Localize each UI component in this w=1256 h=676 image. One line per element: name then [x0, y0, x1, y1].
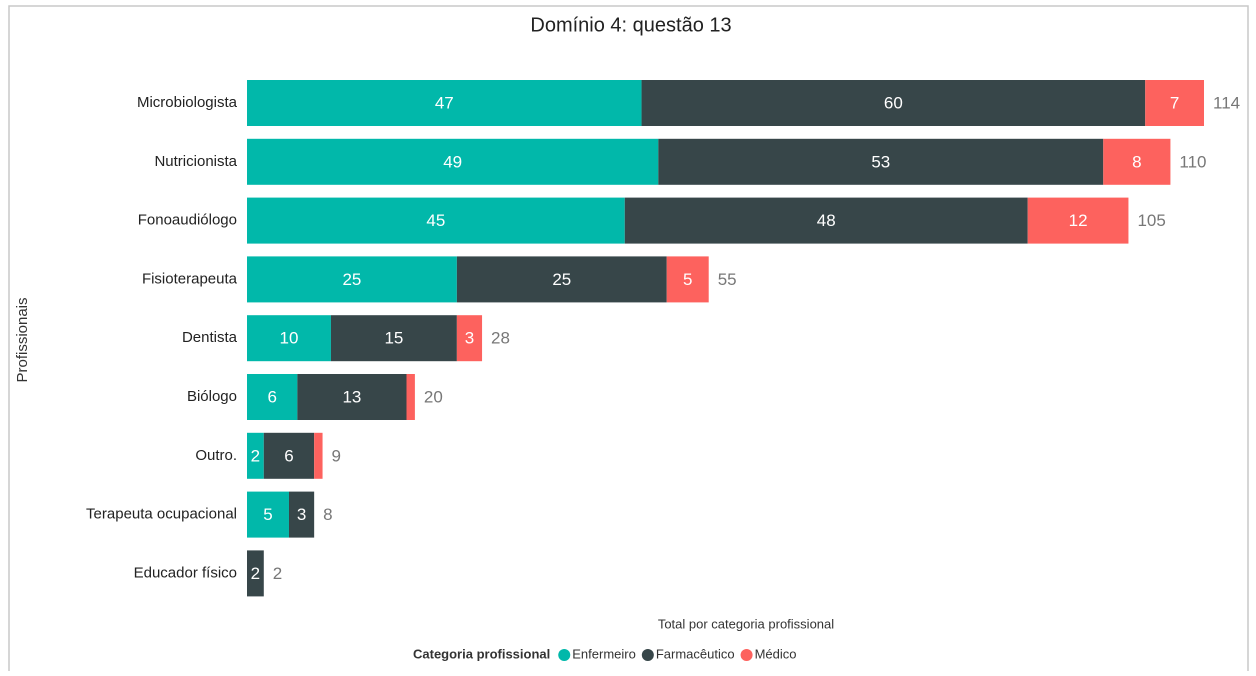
data-label: 49 [443, 152, 462, 171]
bar-segment [247, 491, 289, 538]
data-label: 45 [426, 211, 445, 230]
y-tick-label: Fisioterapeuta [142, 270, 238, 287]
bar-segment [247, 315, 331, 362]
bar-segment [314, 432, 323, 479]
bar-segment [1145, 80, 1204, 126]
data-label: 7 [1170, 93, 1179, 112]
data-label: 2 [251, 446, 260, 465]
y-tick-label: Educador físico [134, 564, 237, 581]
chart-title: Domínio 4: questão 13 [530, 14, 731, 36]
y-tick-label: Outro. [195, 447, 237, 464]
data-label: 3 [297, 505, 306, 524]
data-label: 53 [871, 152, 890, 171]
bar-segment [641, 80, 1146, 126]
legend-title: Categoria profissional [413, 646, 550, 661]
bar-segment [247, 80, 642, 126]
bar-segment [247, 374, 298, 420]
data-label: 25 [552, 270, 571, 289]
frame [8, 5, 1249, 676]
legend-swatch [740, 649, 753, 661]
data-label: 2 [251, 564, 260, 583]
bar-segment [288, 491, 315, 538]
data-label: 5 [683, 270, 692, 289]
bar-segment [247, 197, 625, 244]
bar-segment [658, 138, 1104, 185]
y-axis-title: Profissionais [14, 297, 31, 382]
legend-swatch [558, 649, 571, 661]
total-label: 110 [1179, 152, 1206, 171]
legend-swatch [641, 649, 654, 661]
bar-segment [456, 315, 483, 362]
total-label: 105 [1137, 211, 1165, 230]
bar-segment [666, 256, 709, 303]
total-label: 28 [491, 329, 510, 348]
total-label: 9 [332, 446, 341, 465]
total-label: 114 [1213, 93, 1240, 112]
x-axis-title: Total por categoria profissional [658, 616, 834, 631]
data-label: 15 [384, 329, 403, 348]
legend-label: Farmacêutico [656, 646, 735, 661]
data-label: 6 [284, 446, 293, 465]
legend-label: Médico [755, 646, 797, 661]
total-label: 20 [424, 387, 443, 406]
bar-segment [1103, 138, 1171, 185]
data-label: 5 [263, 505, 272, 524]
y-tick-label: Fonoaudiólogo [138, 212, 237, 229]
total-label: 8 [323, 505, 332, 524]
data-label: 13 [342, 387, 361, 406]
data-label: 48 [817, 211, 836, 230]
bar-segment [406, 374, 415, 420]
bar-segment [247, 550, 264, 597]
bar-segment [624, 197, 1028, 244]
data-label: 25 [342, 270, 361, 289]
y-tick-label: Biólogo [187, 388, 237, 405]
y-tick-label: Dentista [182, 329, 238, 346]
y-tick-label: Terapeuta ocupacional [86, 506, 237, 523]
total-label: 55 [718, 270, 737, 289]
data-label: 3 [465, 329, 474, 348]
total-label: 2 [273, 564, 282, 583]
data-label: 10 [280, 329, 299, 348]
data-label: 6 [267, 387, 276, 406]
y-tick-label: Nutricionista [154, 153, 237, 170]
bar-segment [263, 432, 315, 479]
y-tick-label: Microbiologista [137, 94, 238, 111]
bar-segment [1027, 197, 1129, 244]
bar-segment [297, 374, 407, 420]
data-label: 60 [884, 93, 903, 112]
legend-label: Enfermeiro [572, 646, 636, 661]
data-label: 47 [435, 93, 454, 112]
data-label: 8 [1132, 152, 1141, 171]
data-label: 12 [1069, 211, 1088, 230]
bar-segment [247, 256, 457, 303]
bar-segment [247, 138, 659, 185]
bar-segment [456, 256, 667, 303]
bar-segment [330, 315, 457, 362]
bar-segment [247, 432, 264, 479]
